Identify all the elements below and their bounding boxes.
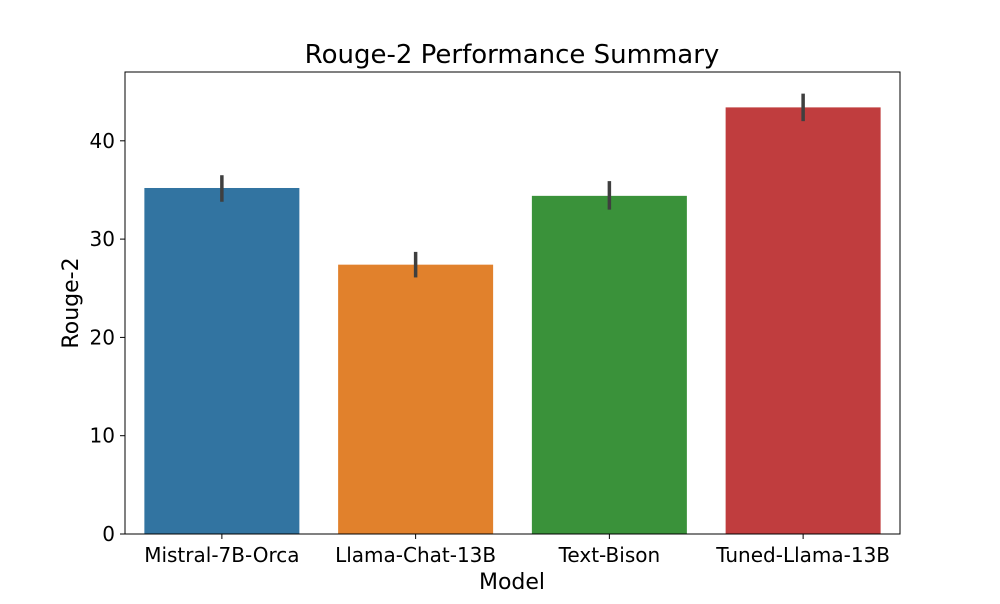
bars-layer	[144, 107, 881, 534]
bar-mistral-7b-orca	[144, 187, 300, 534]
y-tick-label: 10	[90, 424, 115, 448]
y-tick-label: 40	[90, 129, 115, 153]
y-tick-label: 20	[90, 325, 115, 349]
x-axis-label: Model	[479, 570, 545, 595]
y-tick-label: 0	[102, 522, 115, 546]
bar-text-bison	[531, 195, 687, 534]
plot-frame	[124, 71, 901, 535]
x-axis-ticks: Mistral-7B-Orca Llama-Chat-13B Text-Bison T…	[144, 534, 890, 567]
x-tick-label: Text-Bison	[558, 543, 661, 567]
x-tick-label: Tuned-Llama-13B	[715, 543, 890, 567]
x-tick-label: Llama-Chat-13B	[335, 543, 496, 567]
x-tick-label: Mistral-7B-Orca	[144, 543, 299, 567]
y-axis-label: Rouge-2	[59, 257, 84, 348]
y-axis-ticks: 0 10 20 30 40	[90, 129, 125, 546]
chart-title: Rouge-2 Performance Summary	[305, 40, 720, 70]
error-bars-layer	[220, 93, 805, 278]
y-tick-label: 30	[90, 227, 115, 251]
bar-tuned-llama-13b	[725, 107, 881, 534]
bar-llama-chat-13b	[338, 264, 494, 534]
